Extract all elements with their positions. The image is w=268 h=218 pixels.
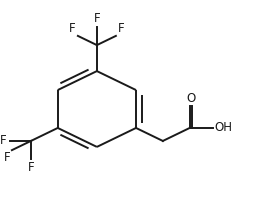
Text: F: F (94, 12, 100, 25)
Text: F: F (118, 22, 125, 35)
Text: F: F (28, 161, 34, 174)
Text: O: O (186, 92, 196, 105)
Text: F: F (0, 135, 7, 147)
Text: F: F (69, 22, 76, 35)
Text: OH: OH (214, 121, 232, 135)
Text: F: F (4, 151, 11, 164)
